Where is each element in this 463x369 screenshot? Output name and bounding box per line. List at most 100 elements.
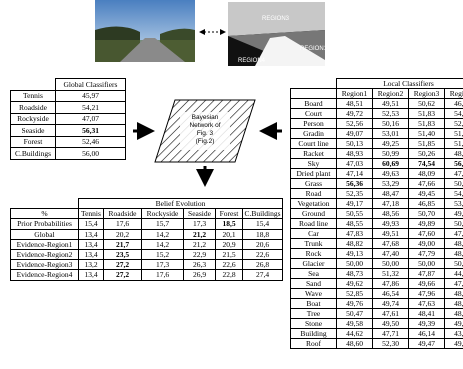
cell: 49,39 — [408, 318, 445, 329]
cell: 47,79 — [408, 248, 445, 259]
cell: 53,01 — [372, 128, 409, 139]
segmented-image: REGION3 REGION1 REGION4 — [228, 2, 328, 66]
row-label: Global — [10, 228, 79, 240]
cell: 49,50 — [372, 318, 409, 329]
cell: 20,6 — [241, 238, 284, 250]
column-header: Forest — [215, 208, 243, 220]
table-row: Seaside 56,31 — [10, 124, 126, 137]
cell: 48,29 — [444, 288, 463, 299]
row-label: Trunk — [290, 238, 337, 249]
cell: 21,5 — [215, 248, 243, 261]
row-label: Racket — [290, 148, 337, 159]
table-row: Global 13,4 20,2 14,2 21,2 20,1 18,8 — [10, 228, 284, 240]
header-row: Local Classifiers — [290, 78, 463, 89]
cell: 44,08 — [444, 268, 463, 279]
cell: 26,9 — [183, 269, 216, 281]
row-label: C.Buildings — [10, 147, 56, 160]
table-head: Belief Evolution% Tennis Roadside Rockyside… — [10, 197, 284, 220]
cell: 27,2 — [103, 269, 142, 281]
cell: 49,58 — [336, 318, 373, 329]
cell: 47,83 — [336, 228, 373, 239]
cell: 22,8 — [215, 269, 243, 281]
cell: 51,83 — [408, 108, 445, 119]
cell: 54,00 — [444, 108, 463, 119]
row-label: Building — [290, 328, 337, 339]
cell: 51,93 — [444, 138, 463, 149]
table-row: Rockyside 47,07 — [10, 112, 126, 125]
region-label: REGION3 — [262, 16, 290, 22]
box-label: (Fig.2) — [196, 138, 215, 145]
cell: 48,25 — [444, 308, 463, 319]
box-label: Fig. 3 — [197, 130, 214, 137]
cell: 49,66 — [408, 278, 445, 289]
row-label: Rockyside — [10, 112, 56, 125]
table-row: Tennis 45,97 — [10, 89, 126, 102]
cell: 47,14 — [336, 168, 373, 179]
row-label: Dried plant — [290, 168, 337, 179]
cell: 43,97 — [444, 328, 463, 339]
table-body: Tennis 45,97 Roadside 54,21 Rockyside 47,07 Se… — [10, 89, 126, 160]
cell: 49,63 — [372, 168, 409, 179]
cell: 46,85 — [408, 198, 445, 209]
region-label: REGION1 — [300, 46, 328, 52]
cell: 48,55 — [336, 218, 373, 229]
cell: 20,9 — [215, 238, 243, 250]
table-head: Local Classifiers Region1 Region2 Region3 Re… — [290, 78, 463, 99]
cell: 49,72 — [336, 108, 373, 119]
row-label: Tree — [290, 308, 337, 319]
column-row: % Tennis Roadside Rockyside Seaside Forest C.B… — [10, 208, 284, 220]
cell: 44,62 — [336, 328, 373, 339]
column-header: C.Buildings — [241, 208, 284, 220]
cell: 47,40 — [372, 248, 409, 259]
cell: 53,74 — [444, 198, 463, 209]
cell: 20,2 — [103, 228, 142, 240]
cell: 48,47 — [372, 188, 409, 199]
cell: 50,31 — [444, 178, 463, 189]
cell: 47,71 — [372, 328, 409, 339]
row-label: Grass — [290, 178, 337, 189]
cell: 47,92 — [444, 228, 463, 239]
cell: 56,36 — [336, 178, 373, 189]
cell: 46,54 — [372, 288, 409, 299]
cell: 17,3 — [141, 259, 184, 271]
cell: 50,62 — [408, 98, 445, 109]
row-label: Tennis — [10, 89, 56, 102]
row-label: Roadside — [10, 101, 56, 114]
cell: 56,31 — [55, 124, 126, 137]
header-row: Global Classifiers — [10, 78, 126, 91]
cell: 15,2 — [141, 248, 184, 261]
belief-table: Belief Evolution% Tennis Roadside Rockyside… — [10, 197, 284, 281]
cell: 47,96 — [408, 288, 445, 299]
cell: 47,41 — [444, 278, 463, 289]
cell: 47,68 — [372, 238, 409, 249]
cell: 56,00 — [55, 147, 126, 160]
cell: 23,5 — [103, 248, 142, 261]
cell: 49,89 — [408, 218, 445, 229]
table-row: C.Buildings 56,00 — [10, 147, 126, 160]
cell: 50,00 — [408, 258, 445, 269]
cell: 52,53 — [372, 108, 409, 119]
local-table: Local Classifiers Region1 Region2 Region3 Re… — [290, 78, 463, 349]
cell: 52,93 — [444, 118, 463, 129]
cell: 22,9 — [183, 248, 216, 261]
blank-cell — [290, 88, 337, 99]
row-label: Gradin — [290, 128, 337, 139]
column-header: Roadside — [103, 208, 142, 220]
table-row: Evidence-Region1 13,4 21,7 14,2 21,2 20,9 20,6 — [10, 238, 284, 250]
cell: 50,26 — [408, 148, 445, 159]
cell: 21,2 — [183, 238, 216, 250]
cell: 13,4 — [78, 238, 104, 250]
cell: 50,13 — [336, 138, 373, 149]
cell: 51,67 — [444, 128, 463, 139]
